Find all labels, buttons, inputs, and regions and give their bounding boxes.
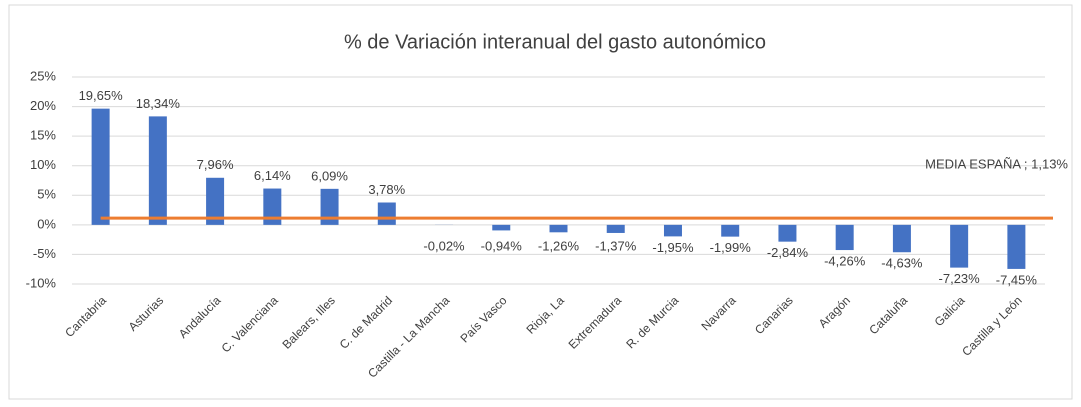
bar: [492, 224, 511, 231]
bar: [778, 224, 797, 242]
y-tick-label: -10%: [26, 275, 57, 290]
value-label: -1,26%: [538, 238, 580, 253]
reference-label: MEDIA ESPAÑA ; 1,13%: [925, 156, 1068, 171]
bar: [91, 108, 110, 225]
value-label: -7,45%: [996, 272, 1038, 287]
chart-title: % de Variación interanual del gasto auto…: [344, 31, 766, 53]
bar: [892, 224, 911, 253]
y-tick-label: 5%: [37, 187, 56, 202]
value-label: 6,14%: [254, 168, 291, 183]
y-tick-label: 15%: [30, 128, 56, 143]
bar: [148, 116, 167, 225]
value-label: -1,37%: [595, 238, 637, 253]
value-label: -0,94%: [481, 238, 523, 253]
value-label: 19,65%: [79, 88, 124, 103]
bar: [663, 224, 682, 237]
bar: [206, 177, 225, 225]
value-label: -4,26%: [824, 253, 866, 268]
bar: [549, 224, 568, 233]
bar: [1007, 224, 1026, 269]
bar: [320, 188, 339, 225]
value-label: -1,95%: [652, 240, 694, 255]
value-label: -0,02%: [423, 238, 465, 253]
bar: [377, 202, 396, 225]
y-tick-label: 25%: [30, 68, 56, 83]
value-label: -2,84%: [767, 245, 809, 260]
chart-frame: [8, 4, 1073, 400]
value-label: -7,23%: [939, 271, 981, 286]
value-label: -1,99%: [710, 240, 752, 255]
value-label: -4,63%: [881, 256, 923, 271]
bar: [263, 188, 282, 225]
y-tick-label: 0%: [37, 216, 56, 231]
y-tick-label: 10%: [30, 157, 56, 172]
bar: [950, 224, 969, 268]
value-label: 3,78%: [368, 182, 405, 197]
y-tick-label: -5%: [33, 246, 57, 261]
bar: [835, 224, 854, 251]
y-tick-label: 20%: [30, 98, 56, 113]
bar: [606, 224, 625, 233]
value-label: 18,34%: [136, 96, 181, 111]
value-label: 6,09%: [311, 168, 348, 183]
bar: [721, 224, 740, 237]
value-label: 7,96%: [197, 157, 234, 172]
